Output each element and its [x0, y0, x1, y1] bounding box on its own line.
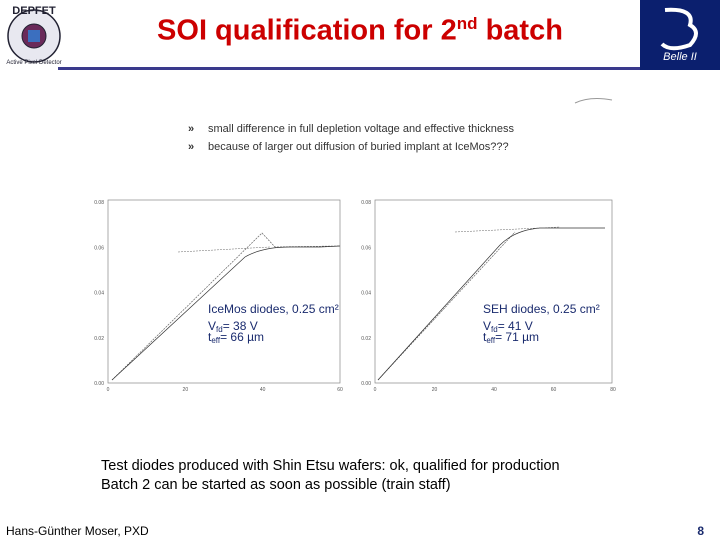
x-tick-label: 20	[183, 387, 189, 393]
annotation: Vfd= 41 V	[483, 319, 533, 334]
plot-curve	[454, 226, 561, 233]
plot-frame	[374, 199, 613, 384]
y-tick-label: 0.04	[94, 291, 104, 297]
footer-author: Hans-Günther Moser, PXD	[6, 524, 149, 538]
x-tick-label: 80	[610, 387, 616, 393]
annotation-part: = 41 V	[498, 319, 533, 333]
y-tick-label: 0.04	[361, 291, 371, 297]
x-tick-label: 60	[337, 387, 343, 393]
logo-ring-text: Active Pixel Detector	[6, 60, 61, 66]
annotation-sub: fd	[491, 325, 498, 334]
y-tick-label: 0.02	[94, 336, 104, 342]
page-number: 8	[697, 524, 704, 538]
y-tick-label: 0.00	[361, 381, 371, 387]
x-tick-label: 20	[432, 387, 438, 393]
plot-curve	[111, 245, 341, 381]
annotation: IceMos diodes, 0.25 cm²	[208, 302, 339, 316]
x-tick-label: 0	[374, 387, 377, 393]
x-tick-label: 60	[551, 387, 557, 393]
bullet-text: small difference in full depletion volta…	[208, 123, 514, 135]
body-text: Test diodes produced with Shin Etsu wafe…	[101, 458, 560, 474]
x-tick-label: 0	[107, 387, 110, 393]
y-tick-label: 0.08	[94, 200, 104, 206]
y-tick-label: 0.02	[361, 336, 371, 342]
depfet-logo: DEPFET Active Pixel Detector	[6, 5, 61, 66]
belle-logo: Belle II	[640, 0, 720, 70]
annotation-part: = 66 µm	[220, 330, 264, 344]
annotation-part: = 38 V	[223, 319, 258, 333]
belle-mark: Belle II	[660, 7, 698, 63]
annotation-part: t	[208, 330, 212, 344]
y-tick-label: 0.06	[361, 245, 371, 251]
body-text: Batch 2 can be started as soon as possib…	[101, 477, 451, 493]
annotation: teff= 71 µm	[483, 330, 539, 345]
decor	[574, 98, 613, 104]
annotation-sub: fd	[216, 325, 223, 334]
title-text: SOI qualification for 2	[157, 14, 457, 47]
annotation-sub: eff	[486, 336, 496, 345]
bullet-marker: »	[188, 141, 195, 153]
logo-text: DEPFET	[12, 5, 56, 17]
logo-text: Belle II	[663, 51, 697, 63]
title-text: batch	[477, 14, 563, 47]
bullet-marker: »	[188, 123, 195, 135]
bullet-text: because of larger out diffusion of burie…	[208, 141, 509, 153]
y-tick-label: 0.06	[94, 245, 104, 251]
annotation-part: V	[208, 319, 216, 333]
title-sup: nd	[456, 14, 478, 33]
x-tick-label: 40	[491, 387, 497, 393]
annotation: Vfd= 38 V	[208, 319, 258, 334]
plot-curve	[377, 231, 516, 381]
slide-title: SOI qualification for 2nd batch	[60, 14, 660, 48]
annotation: teff= 66 µm	[208, 330, 264, 345]
annotation-part: = 71 µm	[495, 330, 539, 344]
annotation: SEH diodes, 0.25 cm²	[483, 302, 600, 316]
annotation-part: V	[483, 319, 491, 333]
x-tick-label: 40	[260, 387, 266, 393]
plot-curve	[177, 246, 271, 253]
plot-curve	[111, 232, 341, 381]
y-tick-label: 0.08	[361, 200, 371, 206]
y-tick-label: 0.00	[94, 381, 104, 387]
plot-frame	[107, 199, 341, 384]
annotation-sub: eff	[211, 336, 221, 345]
annotation-part: t	[483, 330, 487, 344]
header-rule	[58, 67, 640, 70]
